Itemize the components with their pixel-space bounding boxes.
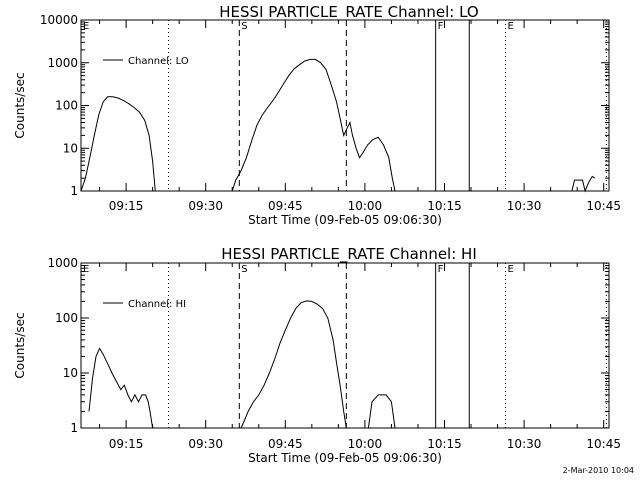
- chart-panel-lo: HESSI PARTICLE_RATE Channel: LO E S F E 1 10 10…: [13, 3, 621, 227]
- x-tick-label: 09:45: [268, 437, 303, 451]
- series-line: [367, 394, 396, 429]
- x-tick-label: 10:15: [427, 199, 462, 213]
- y-axis-label: Counts/sec: [13, 72, 27, 138]
- y-tick-label: 10: [63, 141, 78, 155]
- legend-label: Channel: LO: [128, 56, 189, 67]
- x-tick-label: 10:45: [586, 437, 621, 451]
- marker-label: E: [508, 21, 514, 32]
- footer-timestamp: 2-Mar-2010 10:04: [563, 466, 634, 475]
- y-tick-label: 100: [55, 311, 78, 325]
- x-tick-label: 09:30: [188, 199, 223, 213]
- x-tick-label: 09:15: [109, 437, 144, 451]
- chart-title: HESSI PARTICLE_RATE Channel: HI: [221, 245, 477, 264]
- series-line: [571, 175, 596, 193]
- marker-label: S: [241, 264, 247, 275]
- x-tick-label: 10:30: [507, 437, 542, 451]
- y-tick-label: 1: [70, 421, 78, 435]
- y-tick-label: 100: [55, 99, 78, 113]
- x-tick-label: 09:15: [109, 199, 144, 213]
- x-tick-label: 10:00: [348, 199, 383, 213]
- marker-label: E: [508, 264, 514, 275]
- legend-label: Channel: HI: [128, 299, 186, 310]
- series-line: [80, 96, 156, 192]
- y-tick-label: 1: [70, 184, 78, 198]
- marker-label: E: [83, 264, 89, 275]
- y-tick-label: 10000: [40, 13, 78, 27]
- plot-frame: [80, 19, 610, 192]
- chart-title: HESSI PARTICLE_RATE Channel: LO: [219, 3, 478, 22]
- y-axis-label: Counts/sec: [13, 312, 27, 378]
- series-line: [88, 347, 154, 429]
- marker-label: E: [83, 21, 89, 32]
- y-tick-label: 1000: [47, 256, 78, 270]
- y-tick-label: 1000: [47, 56, 78, 70]
- marker-label: S: [241, 21, 247, 32]
- x-axis-label: Start Time (09-Feb-05 09:06:30): [248, 213, 442, 227]
- x-tick-label: 10:45: [586, 199, 621, 213]
- x-tick-label: 10:00: [348, 437, 383, 451]
- chart-panel-hi: HESSI PARTICLE_RATE Channel: HI E S F E 1 10 10…: [13, 245, 621, 465]
- plot-frame: [80, 262, 610, 429]
- x-tick-label: 10:15: [427, 437, 462, 451]
- x-axis-label: Start Time (09-Feb-05 09:06:30): [248, 451, 442, 465]
- x-tick-label: 09:30: [188, 437, 223, 451]
- series-line: [231, 58, 396, 192]
- marker-label: F: [438, 264, 444, 275]
- y-tick-label: 10: [63, 366, 78, 380]
- x-tick-label: 09:45: [268, 199, 303, 213]
- x-tick-label: 10:30: [507, 199, 542, 213]
- series-line: [240, 300, 347, 429]
- marker-label: F: [438, 21, 444, 32]
